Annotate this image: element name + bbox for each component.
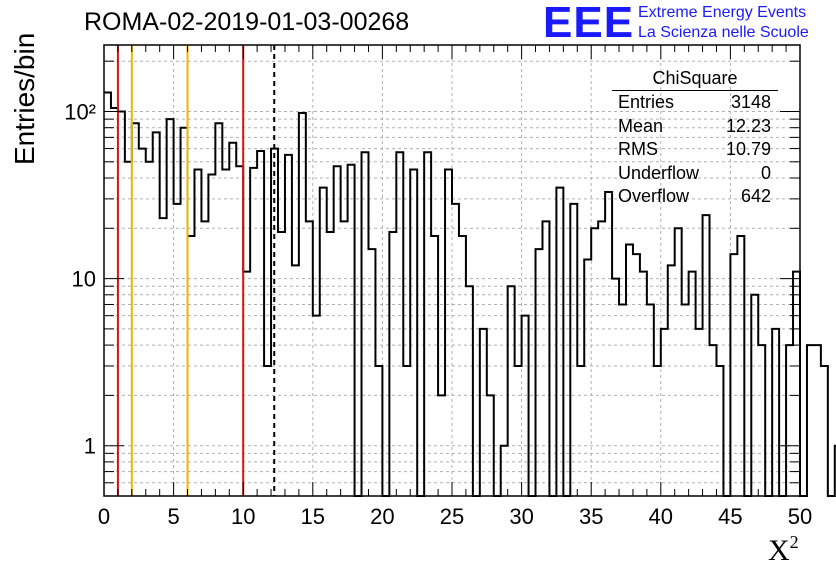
stats-row-rms: RMS 10.79: [618, 139, 771, 159]
x-tick-label: 10: [231, 504, 255, 529]
y-tick-label: 10²: [64, 99, 96, 124]
x-tick-label: 45: [718, 504, 742, 529]
x-tick-label: 15: [301, 504, 325, 529]
histogram-series: [104, 91, 836, 497]
stats-row-entries: Entries 3148: [618, 92, 771, 112]
stats-row-overflow: Overflow 642: [618, 186, 771, 206]
x-tick-label: 25: [440, 504, 464, 529]
x-tick-label: 20: [370, 504, 394, 529]
stats-row-mean: Mean 12.23: [618, 115, 771, 136]
x-tick-label: 5: [167, 504, 179, 529]
x-tick-label: 35: [579, 504, 603, 529]
y-tick-label: 1: [84, 434, 96, 459]
y-axis-label: Entries/bin: [9, 32, 40, 165]
x-tick-label: 30: [509, 504, 533, 529]
logo-line-2: La Scienza nelle Scuole: [638, 24, 809, 41]
x-tick-label: 50: [788, 504, 812, 529]
stats-title: ChiSquare: [612, 66, 778, 91]
plot-title: ROMA-02-2019-01-03-00268: [84, 8, 410, 36]
stats-row-underflow: Underflow 0: [618, 162, 771, 183]
x-axis-label: X2: [768, 532, 799, 567]
x-tick-label: 0: [98, 504, 110, 529]
eee-logo: EEE: [543, 0, 635, 47]
eee-logo-text: Extreme Energy Events La Scienza nelle S…: [638, 3, 809, 43]
x-tick-label: 40: [649, 504, 673, 529]
stats-box: ChiSquare Entries 3148 Mean 12.23 RMS 10.79…: [612, 66, 778, 209]
y-tick-label: 10: [72, 267, 96, 292]
logo-line-1: Extreme Energy Events: [638, 4, 807, 21]
